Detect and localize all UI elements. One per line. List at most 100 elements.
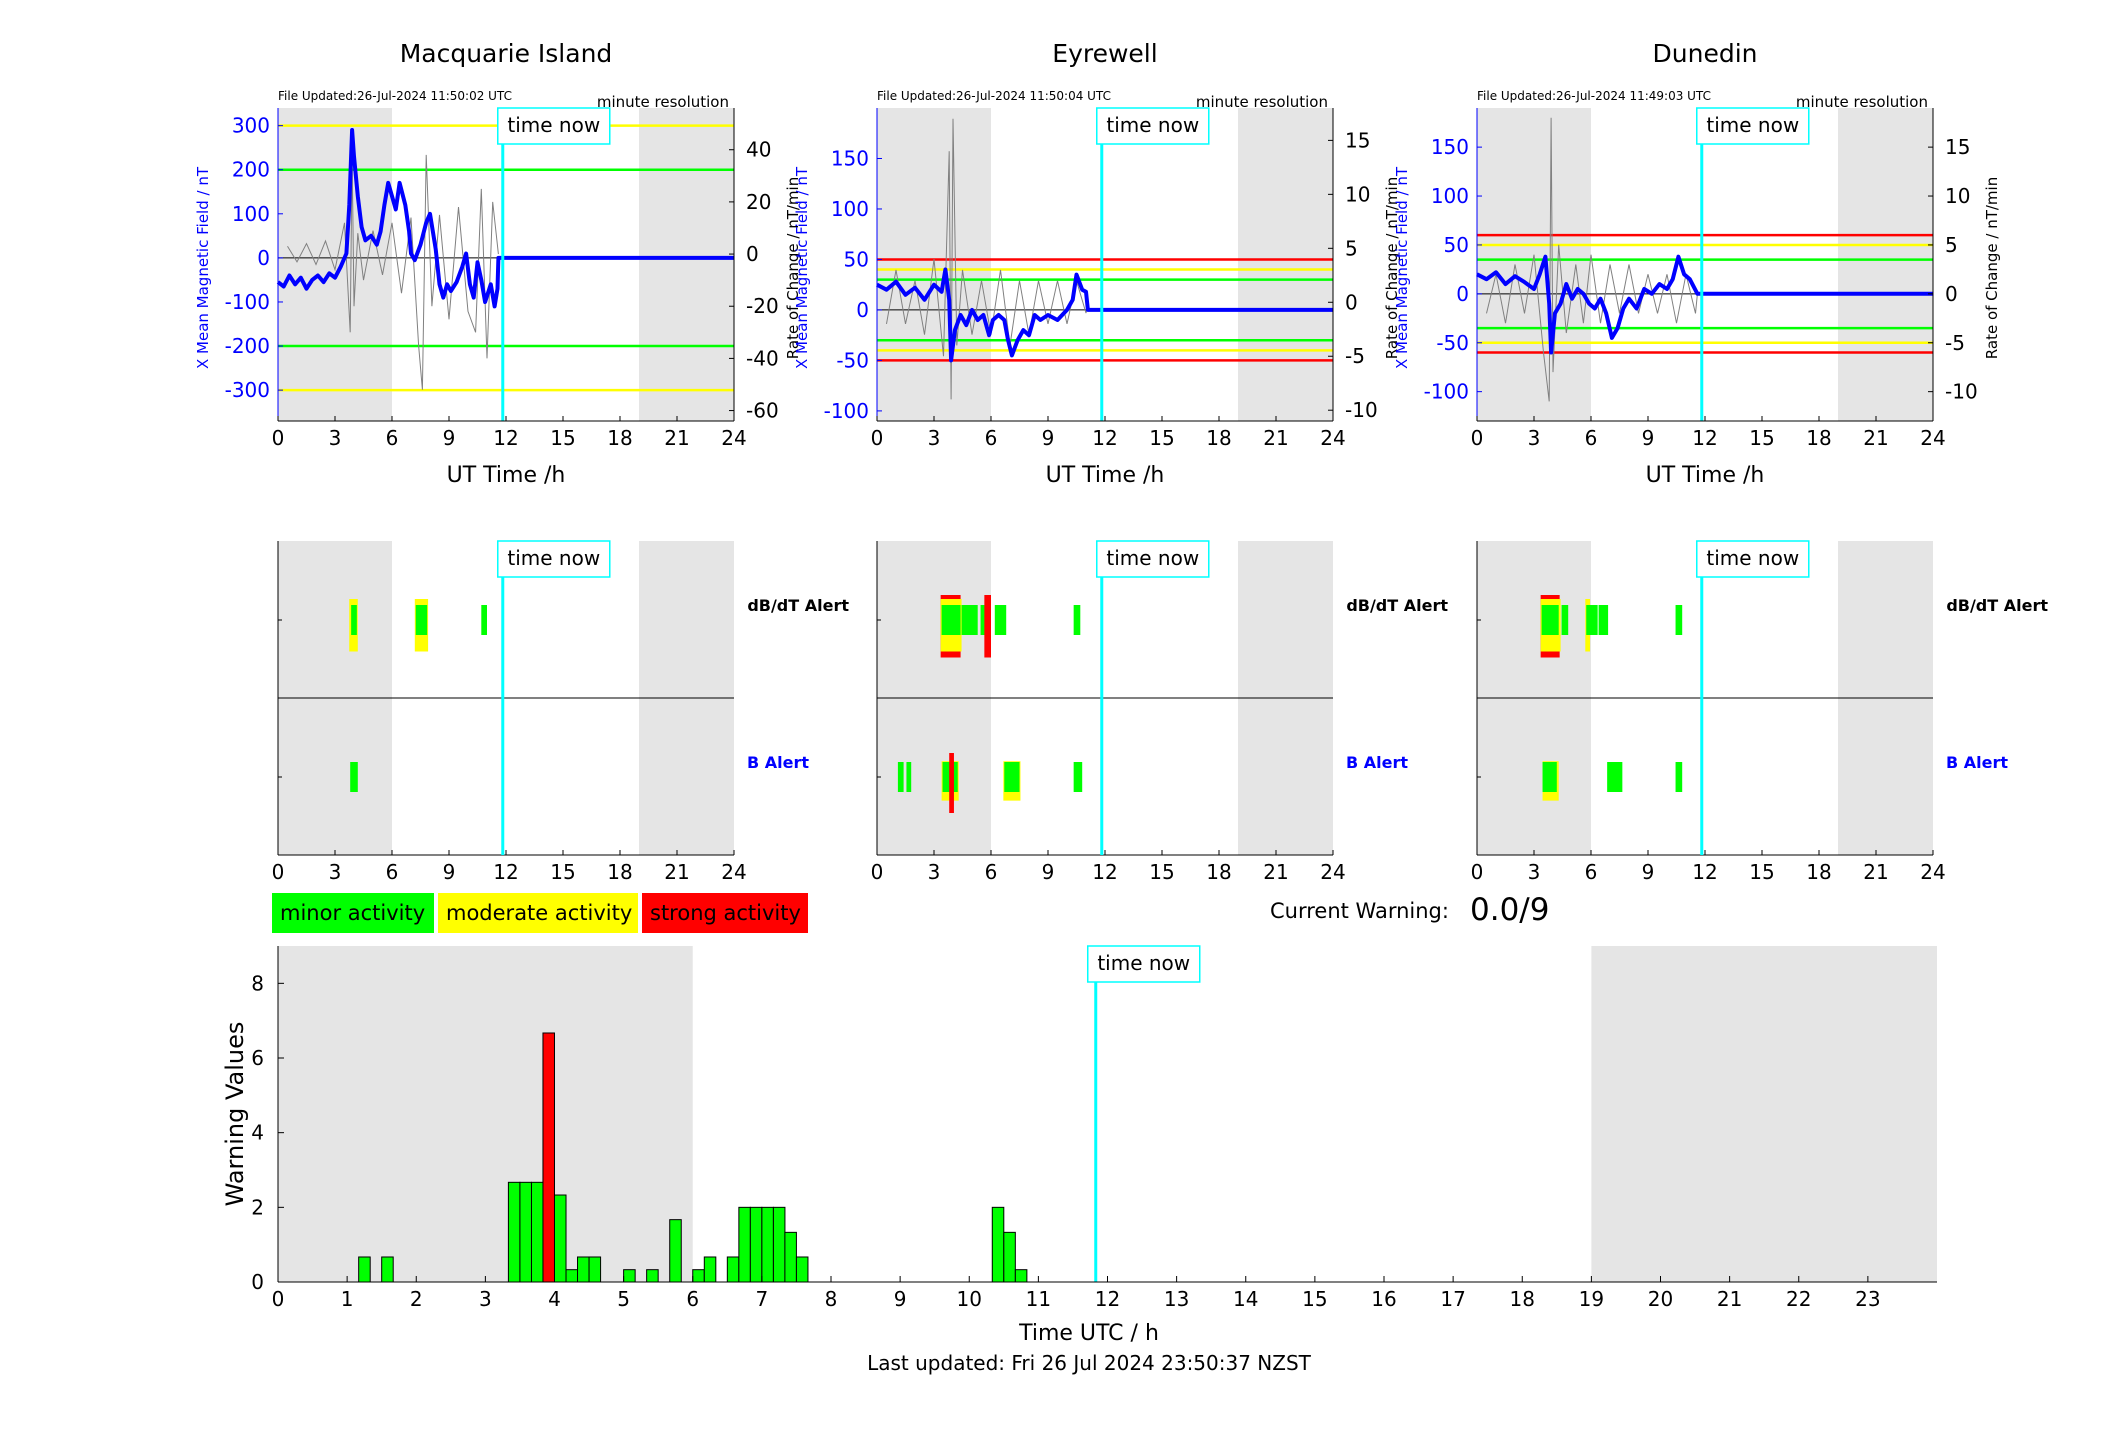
time-now-box — [1696, 540, 1810, 578]
x-tick-label: 24 — [1920, 860, 1945, 884]
x-tick-label: 21 — [1717, 1287, 1742, 1311]
warning-bar — [669, 1219, 682, 1283]
x-axis-label: UT Time /h — [447, 463, 566, 488]
x-tick-label: 24 — [721, 860, 746, 884]
x-tick-label: 6 — [985, 860, 998, 884]
warning-bar — [795, 1256, 809, 1283]
file-updated-text: File Updated:26-Jul-2024 11:50:04 UTC — [877, 89, 1111, 103]
warning-bar — [738, 1206, 751, 1283]
left-tick-label: 50 — [844, 247, 869, 271]
right-tick-label: 15 — [1345, 128, 1370, 152]
left-tick-label: 100 — [831, 197, 869, 221]
x-tick-label: 21 — [664, 860, 689, 884]
x-tick-label: 9 — [1642, 426, 1655, 450]
x-tick-label: 7 — [756, 1287, 769, 1311]
resolution-text: minute resolution — [1196, 93, 1328, 111]
x-tick-label: 15 — [1149, 426, 1174, 450]
x-tick-label: 0 — [272, 1287, 285, 1311]
field-trace — [876, 267, 1333, 363]
x-tick-label: 24 — [1920, 426, 1945, 450]
left-tick-label: -100 — [1424, 380, 1469, 404]
night-shading — [877, 108, 991, 421]
time-now-label: time now — [507, 546, 600, 570]
dbdt-alert-mark — [1586, 605, 1598, 635]
legend-label: moderate activity — [446, 901, 632, 925]
x-tick-label: 4 — [548, 1287, 561, 1311]
dbdt-alert-mark — [984, 595, 991, 658]
warning-bar — [1003, 1231, 1016, 1283]
warning-bar — [542, 1032, 555, 1283]
warning-bar — [646, 1269, 659, 1283]
x-tick-label: 0 — [871, 860, 884, 884]
x-tick-label: 24 — [1320, 860, 1345, 884]
x-tick-label: 14 — [1233, 1287, 1258, 1311]
y-tick-label: 8 — [251, 971, 264, 995]
right-tick-label: -20 — [746, 294, 779, 318]
x-tick-label: 18 — [1206, 860, 1231, 884]
x-tick-label: 2 — [410, 1287, 423, 1311]
time-now-box — [497, 540, 611, 578]
x-tick-label: 15 — [1749, 426, 1774, 450]
resolution-text: minute resolution — [1796, 93, 1928, 111]
dbdt-alert-mark — [351, 605, 357, 635]
x-tick-label: 18 — [1510, 1287, 1535, 1311]
y-tick-label: 6 — [251, 1046, 264, 1070]
x-tick-label: 10 — [957, 1287, 982, 1311]
y-axis-label: Warning Values — [221, 1022, 249, 1207]
legend-label: strong activity — [650, 901, 801, 925]
x-tick-label: 6 — [686, 1287, 699, 1311]
left-tick-label: -200 — [225, 334, 270, 358]
x-tick-label: 21 — [664, 426, 689, 450]
station-title: Dunedin — [1653, 39, 1758, 68]
x-tick-label: 11 — [1026, 1287, 1051, 1311]
right-tick-label: -10 — [1345, 398, 1378, 422]
time-now-label: time now — [507, 113, 600, 137]
dbdt-alert-mark — [1675, 605, 1683, 635]
time-now-box — [1096, 540, 1210, 578]
b-alert-label: B Alert — [747, 753, 809, 772]
x-tick-label: 0 — [1471, 860, 1484, 884]
x-tick-label: 3 — [329, 860, 342, 884]
x-tick-label: 3 — [1528, 860, 1541, 884]
left-tick-label: -100 — [225, 290, 270, 314]
right-tick-label: 5 — [1345, 236, 1358, 260]
y-tick-label: 2 — [251, 1195, 264, 1219]
left-tick-label: -300 — [225, 378, 270, 402]
dbdt-alert-mark — [1073, 605, 1081, 635]
x-tick-label: 21 — [1863, 426, 1888, 450]
x-tick-label: 17 — [1440, 1287, 1465, 1311]
x-tick-label: 9 — [443, 860, 456, 884]
right-tick-label: -40 — [746, 346, 779, 370]
x-tick-label: 13 — [1164, 1287, 1189, 1311]
x-tick-label: 9 — [1042, 860, 1055, 884]
dbdt-alert-mark — [1561, 605, 1569, 635]
x-tick-label: 12 — [493, 426, 518, 450]
warning-bar — [772, 1206, 786, 1283]
x-tick-label: 6 — [1585, 860, 1598, 884]
dbdt-alert-mark — [1541, 605, 1559, 635]
dbdt-alert-mark — [481, 605, 487, 635]
left-axis-label: X Mean Magnetic Field / nT — [1393, 166, 1411, 369]
warning-bar — [991, 1206, 1005, 1283]
dbdt-alert-mark — [415, 605, 428, 635]
rate-of-change-trace — [886, 118, 1089, 400]
left-tick-label: 50 — [1444, 233, 1469, 257]
right-tick-label: -60 — [746, 399, 779, 423]
right-tick-label: -10 — [1945, 380, 1978, 404]
station-title: Eyrewell — [1052, 39, 1157, 68]
warning-bar — [1014, 1269, 1028, 1283]
file-updated-text: File Updated:26-Jul-2024 11:49:03 UTC — [1477, 89, 1711, 103]
warning-bar — [381, 1256, 394, 1283]
x-tick-label: 22 — [1786, 1287, 1811, 1311]
left-tick-label: 300 — [232, 114, 270, 138]
x-axis-label: Time UTC / h — [1018, 1321, 1159, 1346]
left-tick-label: -100 — [824, 399, 869, 423]
right-tick-label: 15 — [1945, 135, 1970, 159]
current-warning-value: 0.0/9 — [1470, 892, 1549, 928]
warning-bar — [623, 1269, 636, 1283]
alert-panel-1: time now dB/dT Alert B Alert 0 3 6 9 12 15 18 21 24 — [272, 540, 849, 884]
left-tick-label: 0 — [1456, 282, 1469, 306]
warning-bar — [692, 1269, 705, 1283]
night-shading — [1477, 108, 1591, 421]
b-alert-mark — [897, 762, 904, 792]
